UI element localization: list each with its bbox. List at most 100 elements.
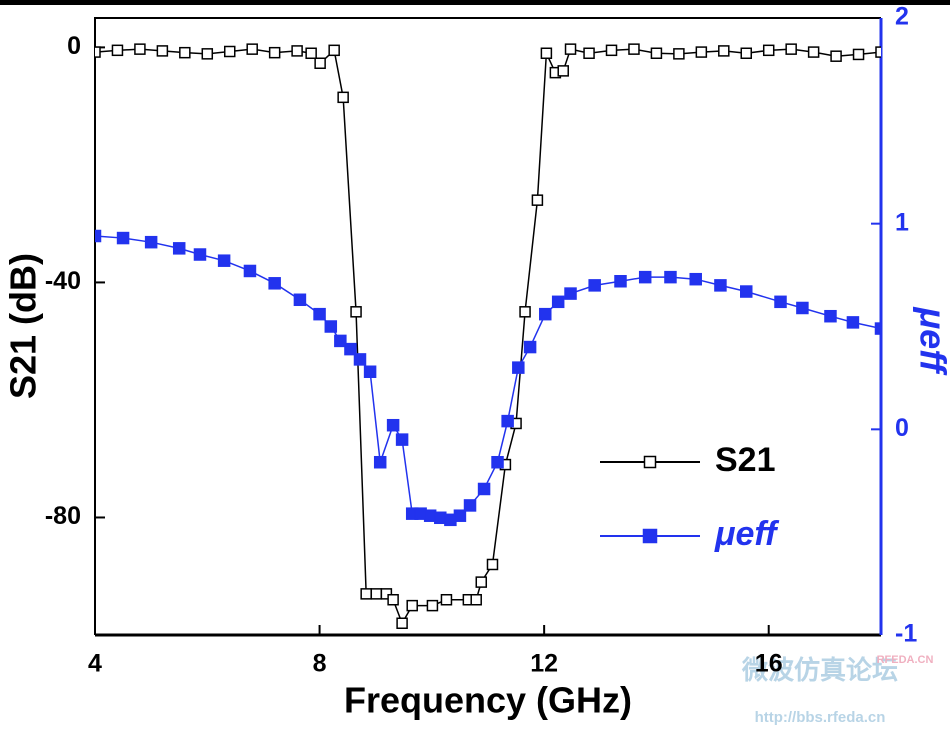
data-point	[395, 433, 409, 446]
data-point	[695, 46, 708, 58]
data-point	[387, 593, 399, 606]
y2-axis-label: μeff	[912, 306, 950, 375]
watermark: http://bbs.rfeda.cn	[755, 709, 886, 726]
y-tick-label: 0	[67, 32, 81, 60]
data-point	[463, 499, 477, 512]
x-tick-label: 4	[88, 650, 102, 678]
data-point	[796, 301, 809, 315]
data-point	[714, 279, 727, 292]
data-point	[179, 46, 191, 59]
data-point	[406, 599, 418, 612]
data-point	[673, 48, 685, 60]
data-point	[111, 44, 124, 57]
data-point	[246, 43, 258, 55]
x-tick-label: 12	[530, 650, 558, 678]
data-point	[344, 342, 357, 356]
data-point	[440, 593, 453, 606]
data-point	[470, 593, 482, 606]
data-point	[501, 414, 514, 428]
data-point	[293, 293, 307, 307]
data-point	[475, 576, 488, 588]
data-point	[324, 320, 338, 333]
data-point	[193, 248, 207, 261]
data-point	[774, 295, 787, 309]
data-point	[223, 45, 236, 58]
data-point	[396, 617, 408, 629]
data-point	[638, 270, 652, 284]
data-point	[875, 46, 881, 58]
data-point	[551, 295, 565, 309]
data-point	[540, 47, 553, 60]
data-point	[583, 47, 595, 60]
data-point	[217, 254, 231, 267]
data-point	[291, 45, 303, 57]
data-point	[557, 65, 569, 77]
data-point	[243, 264, 257, 278]
data-point	[305, 47, 317, 60]
data-point	[628, 43, 640, 55]
data-point	[614, 275, 627, 288]
data-point	[512, 361, 525, 374]
data-point	[519, 306, 531, 318]
data-point	[588, 279, 601, 292]
watermark: RFEDA.CN	[877, 654, 934, 666]
watermark: 微波仿真论坛	[741, 655, 898, 685]
data-point	[664, 270, 677, 284]
data-point	[650, 47, 663, 60]
data-point	[564, 287, 577, 300]
data-point	[762, 44, 775, 57]
legend-label: S21	[715, 441, 776, 479]
data-point	[740, 47, 753, 60]
data-point	[337, 91, 349, 104]
y2-tick-label: -1	[895, 620, 917, 648]
data-point	[830, 50, 842, 62]
y2-tick-label: 2	[895, 3, 909, 31]
data-point	[523, 340, 537, 354]
data-point	[144, 235, 158, 249]
data-point	[434, 511, 447, 525]
y-tick-label: -80	[45, 502, 81, 530]
legend-label: μeff	[714, 515, 780, 553]
data-point	[386, 418, 400, 432]
data-point	[785, 43, 797, 55]
x-axis-label: Frequency (GHz)	[344, 680, 632, 721]
data-point	[453, 509, 467, 522]
data-point	[486, 558, 499, 571]
data-point	[531, 194, 544, 206]
top-edge	[0, 0, 950, 5]
data-point	[824, 309, 837, 323]
data-point	[328, 44, 340, 57]
data-point	[313, 307, 326, 321]
data-point	[564, 43, 577, 55]
data-point	[116, 231, 130, 245]
data-point	[268, 46, 281, 59]
y2-tick-label: 1	[895, 208, 909, 236]
data-point	[852, 48, 865, 61]
data-point	[314, 57, 326, 69]
data-point	[350, 306, 362, 318]
legend-marker	[643, 455, 657, 469]
data-point	[423, 509, 437, 522]
legend-marker	[642, 528, 658, 544]
data-point	[740, 285, 753, 298]
data-point	[201, 48, 214, 60]
y-axis-label: S21 (dB)	[3, 253, 44, 399]
data-point	[95, 229, 102, 243]
data-point	[846, 316, 860, 329]
data-point	[807, 46, 820, 58]
y2-tick-label: 0	[895, 414, 909, 442]
data-point	[605, 44, 618, 57]
data-point	[718, 45, 730, 57]
data-point	[539, 307, 552, 321]
data-point	[491, 455, 504, 469]
data-point	[874, 322, 881, 335]
x-tick-label: 8	[313, 650, 327, 678]
data-point	[426, 599, 439, 612]
plot-frame	[94, 17, 881, 635]
y-tick-label: -40	[45, 267, 81, 295]
data-point	[370, 588, 383, 600]
data-point	[689, 272, 702, 286]
data-point	[353, 353, 367, 366]
data-point	[363, 365, 377, 378]
